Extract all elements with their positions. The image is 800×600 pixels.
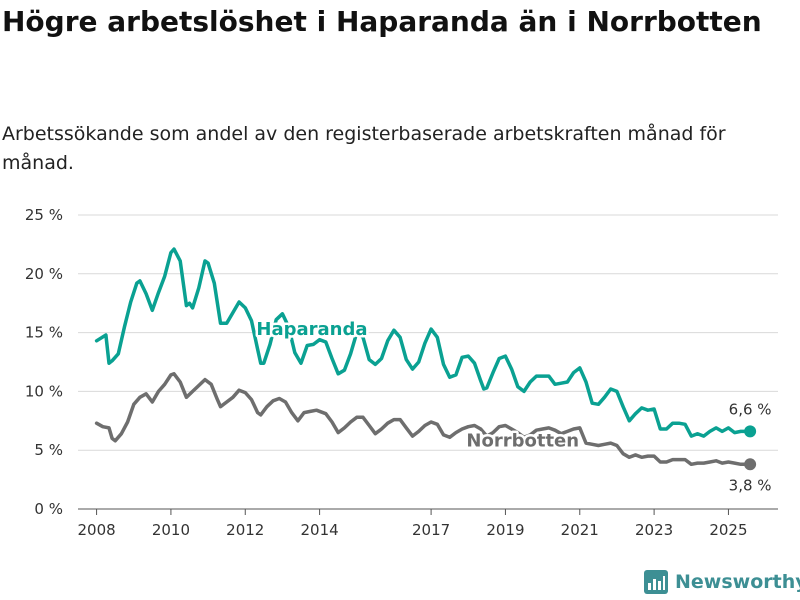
x-tick-label-2021: 2021 [561,521,599,539]
series-label-haparanda: Haparanda [256,319,367,340]
series-label-norrbotten: Norrbotten [466,431,579,452]
y-axis-ticks: 0 % 5 % 10 % 15 % 20 % 25 % [25,206,63,518]
series-labels: Haparanda Norrbotten 6,6 % 3,8 % [254,316,772,494]
y-tick-label-5: 5 % [34,441,63,459]
y-tick-label-20: 20 % [25,265,63,283]
x-axis: 2008 2010 2012 2014 2017 2019 2021 2023 2025 [77,508,778,539]
series-end-point-norrbotten [744,458,757,471]
end-value-label-norrbotten: 3,8 % [729,476,772,494]
y-tick-label-25: 25 % [25,206,63,224]
x-tick-label-2010: 2010 [152,521,190,539]
x-tick-label-2008: 2008 [77,521,115,539]
series-line-haparanda [94,247,752,438]
chart-subtitle: Arbetssökande som andel av den registerb… [2,123,726,174]
brand-name: Newsworthy [675,571,800,593]
series-line-norrbotten [94,372,752,467]
x-tick-label-2019: 2019 [486,521,524,539]
x-tick-label-2025: 2025 [709,521,747,539]
end-value-label-haparanda: 6,6 % [729,400,772,418]
x-tick-label-2012: 2012 [226,521,264,539]
x-tick-label-2023: 2023 [635,521,673,539]
bar-chart-logo-icon [644,570,668,594]
x-tick-label-2014: 2014 [300,521,338,539]
brand-logo: Newsworthy [644,570,800,594]
y-tick-label-15: 15 % [25,324,63,342]
chart-title: Högre arbetslöshet i Haparanda än i Norr… [2,5,762,38]
x-tick-label-2017: 2017 [412,521,450,539]
series-lines [94,247,757,471]
y-tick-label-0: 0 % [34,500,63,518]
y-tick-label-10: 10 % [25,382,63,400]
series-end-point-haparanda [744,425,757,438]
